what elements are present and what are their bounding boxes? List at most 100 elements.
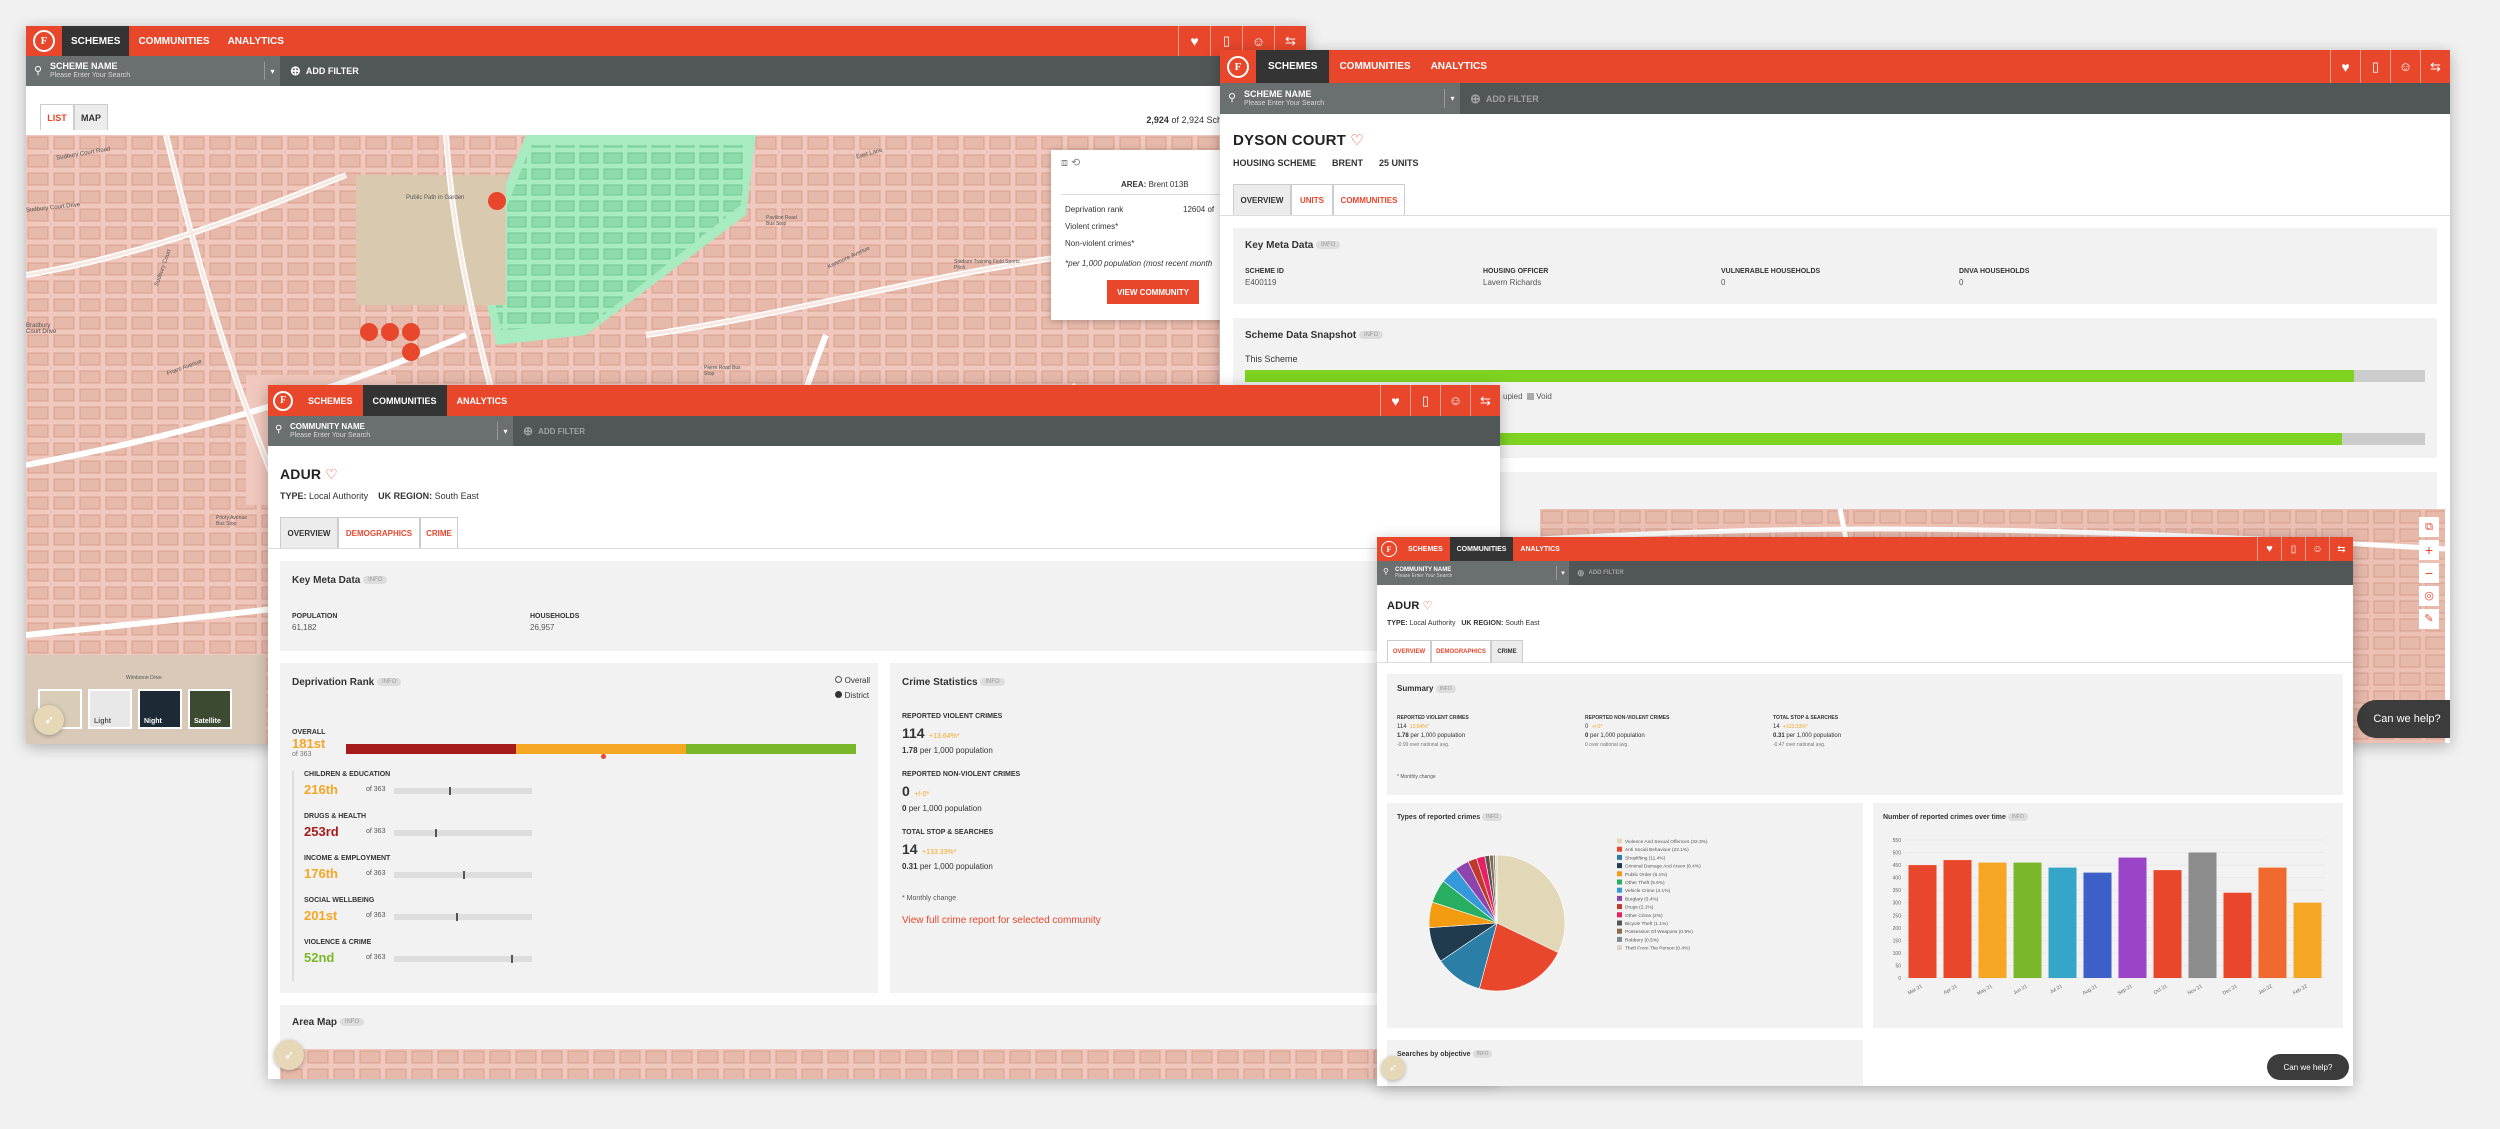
heart-icon[interactable]: ♥ <box>1380 385 1410 416</box>
feedback-fab[interactable]: ➶ <box>1381 1056 1405 1080</box>
add-filter-button[interactable]: ⊕ ADD FILTER <box>1470 91 1539 107</box>
app-logo[interactable]: F <box>268 385 298 416</box>
heart-icon[interactable]: ♥ <box>1178 26 1210 56</box>
info-pill[interactable]: INFO <box>1358 331 1384 340</box>
info-pill[interactable]: INFO <box>1316 241 1341 250</box>
info-pill[interactable]: INFO <box>339 1018 365 1027</box>
tab-crime[interactable]: CRIME <box>1491 640 1523 662</box>
scheme-marker[interactable] <box>381 323 399 341</box>
favourite-heart-icon[interactable]: ♡ <box>1350 132 1364 149</box>
polygon-tools-icon[interactable]: ⧈ ⟲ <box>1061 157 1081 169</box>
layer-satellite[interactable]: Satellite <box>188 689 232 729</box>
area-map[interactable] <box>280 1049 1490 1079</box>
pie-slice[interactable] <box>1478 922 1559 992</box>
chat-button[interactable]: Can we help? <box>2357 700 2450 738</box>
user-icon[interactable]: ☺ <box>2390 50 2420 83</box>
full-crime-report-link[interactable]: View full crime report for selected comm… <box>902 915 1101 926</box>
tab-overview[interactable]: OVERVIEW <box>1387 640 1431 662</box>
search-input[interactable]: ⚲ COMMUNITY NAME Please Enter Your Search… <box>1377 561 1569 585</box>
pie-slice[interactable] <box>1496 854 1566 954</box>
user-icon[interactable]: ☺ <box>2305 537 2329 561</box>
scheme-marker[interactable] <box>488 192 506 210</box>
dropdown-icon[interactable]: ▾ <box>264 62 280 80</box>
info-pill[interactable]: INFO <box>1472 1050 1493 1058</box>
add-filter-button[interactable]: ⊕ ADD FILTER <box>290 63 359 79</box>
add-filter-button[interactable]: ⊕ ADD FILTER <box>523 424 585 438</box>
tab-map[interactable]: MAP <box>74 104 108 130</box>
collapse-icon[interactable]: ⇆ <box>2329 537 2353 561</box>
zoom-in-icon[interactable]: + <box>2419 540 2439 560</box>
app-logo[interactable]: F <box>1220 50 1256 83</box>
feedback-fab[interactable]: ➶ <box>274 1040 304 1070</box>
dropdown-icon[interactable]: ▾ <box>1444 89 1460 108</box>
info-pill[interactable]: INFO <box>2007 813 2028 821</box>
nav-tab-analytics[interactable]: ANALYTICS <box>1520 545 1560 553</box>
bar[interactable] <box>2293 902 2322 978</box>
collapse-icon[interactable]: ⇆ <box>1470 385 1500 416</box>
bar[interactable] <box>1908 865 1937 978</box>
bar[interactable] <box>2188 852 2217 978</box>
bar[interactable] <box>2223 892 2252 978</box>
bar[interactable] <box>2083 872 2112 978</box>
bar[interactable] <box>2118 857 2147 978</box>
crime-types-pie-chart[interactable]: Violence And Sexual Offences (32.3%) Anti… <box>1387 828 1863 1028</box>
legend-overall[interactable]: Overall <box>835 673 870 688</box>
tab-crime[interactable]: CRIME <box>420 517 458 548</box>
tab-units[interactable]: UNITS <box>1291 184 1333 215</box>
info-pill[interactable]: INFO <box>363 576 388 585</box>
user-icon[interactable]: ☺ <box>1242 26 1274 56</box>
legend-district[interactable]: District <box>835 688 870 703</box>
collapse-icon[interactable]: ⇆ <box>1274 26 1306 56</box>
heart-icon[interactable]: ♥ <box>2330 50 2360 83</box>
bar[interactable] <box>1943 860 1972 978</box>
nav-tab-analytics[interactable]: ANALYTICS <box>1430 61 1487 72</box>
tab-demographics[interactable]: DEMOGRAPHICS <box>1431 640 1491 662</box>
nav-tab-communities[interactable]: COMMUNITIES <box>138 35 210 47</box>
nav-tab-communities[interactable]: COMMUNITIES <box>1449 537 1514 561</box>
search-input[interactable]: ⚲ SCHEME NAME Please Enter Your Search ▾ <box>1220 83 1460 114</box>
view-community-button[interactable]: VIEW COMMUNITY <box>1107 280 1199 304</box>
search-input[interactable]: ⚲ COMMUNITY NAME Please Enter Your Search… <box>268 416 513 446</box>
layer-light[interactable]: Light <box>88 689 132 729</box>
dropdown-icon[interactable]: ▾ <box>497 422 513 440</box>
document-icon[interactable]: ▯ <box>2360 50 2390 83</box>
info-pill[interactable]: INFO <box>1482 813 1503 821</box>
nav-tab-schemes[interactable]: SCHEMES <box>1256 50 1330 83</box>
info-pill[interactable]: INFO <box>1435 684 1456 693</box>
zoom-out-icon[interactable]: − <box>2419 563 2439 583</box>
measure-icon[interactable]: ✎ <box>2419 609 2439 629</box>
tab-communities[interactable]: COMMUNITIES <box>1333 184 1405 215</box>
search-input[interactable]: ⚲ SCHEME NAME Please Enter Your Search ▾ <box>26 56 280 86</box>
tab-overview[interactable]: OVERVIEW <box>1233 184 1291 215</box>
info-pill[interactable]: INFO <box>980 678 1005 687</box>
tab-demographics[interactable]: DEMOGRAPHICS <box>338 517 420 548</box>
app-logo[interactable]: F <box>1377 537 1401 561</box>
dropdown-icon[interactable]: ▾ <box>1556 565 1569 581</box>
nav-tab-schemes[interactable]: SCHEMES <box>62 26 130 56</box>
nav-tab-communities[interactable]: COMMUNITIES <box>1339 61 1411 72</box>
collapse-icon[interactable]: ⇆ <box>2420 50 2450 83</box>
scheme-marker[interactable] <box>402 323 420 341</box>
user-icon[interactable]: ☺ <box>1440 385 1470 416</box>
scheme-marker[interactable] <box>402 343 420 361</box>
layer-night[interactable]: Night <box>138 689 182 729</box>
info-pill[interactable]: INFO <box>377 678 402 687</box>
nav-tab-analytics[interactable]: ANALYTICS <box>227 35 284 47</box>
nav-tab-communities[interactable]: COMMUNITIES <box>362 385 447 416</box>
bar[interactable] <box>2153 870 2182 978</box>
heart-icon[interactable]: ♥ <box>2257 537 2281 561</box>
bar[interactable] <box>2258 867 2287 978</box>
crimes-over-time-bar-chart[interactable]: 0 50 100 150 200 250 300 350 400 450 500 550 Mar 21 A… <box>1873 828 2343 1028</box>
pie-slice[interactable] <box>1494 854 1498 924</box>
chat-button[interactable]: Can we help? <box>2267 1054 2349 1080</box>
tab-overview[interactable]: OVERVIEW <box>280 517 338 548</box>
tab-list[interactable]: LIST <box>40 104 74 130</box>
app-logo[interactable]: F <box>26 26 62 56</box>
compass-icon[interactable]: ◎ <box>2419 586 2439 606</box>
layers-icon[interactable]: ⧉ <box>2419 517 2439 537</box>
nav-tab-analytics[interactable]: ANALYTICS <box>456 395 508 406</box>
bar[interactable] <box>2048 867 2077 978</box>
document-icon[interactable]: ▯ <box>1210 26 1242 56</box>
scheme-marker[interactable] <box>360 323 378 341</box>
bar[interactable] <box>2013 862 2042 978</box>
